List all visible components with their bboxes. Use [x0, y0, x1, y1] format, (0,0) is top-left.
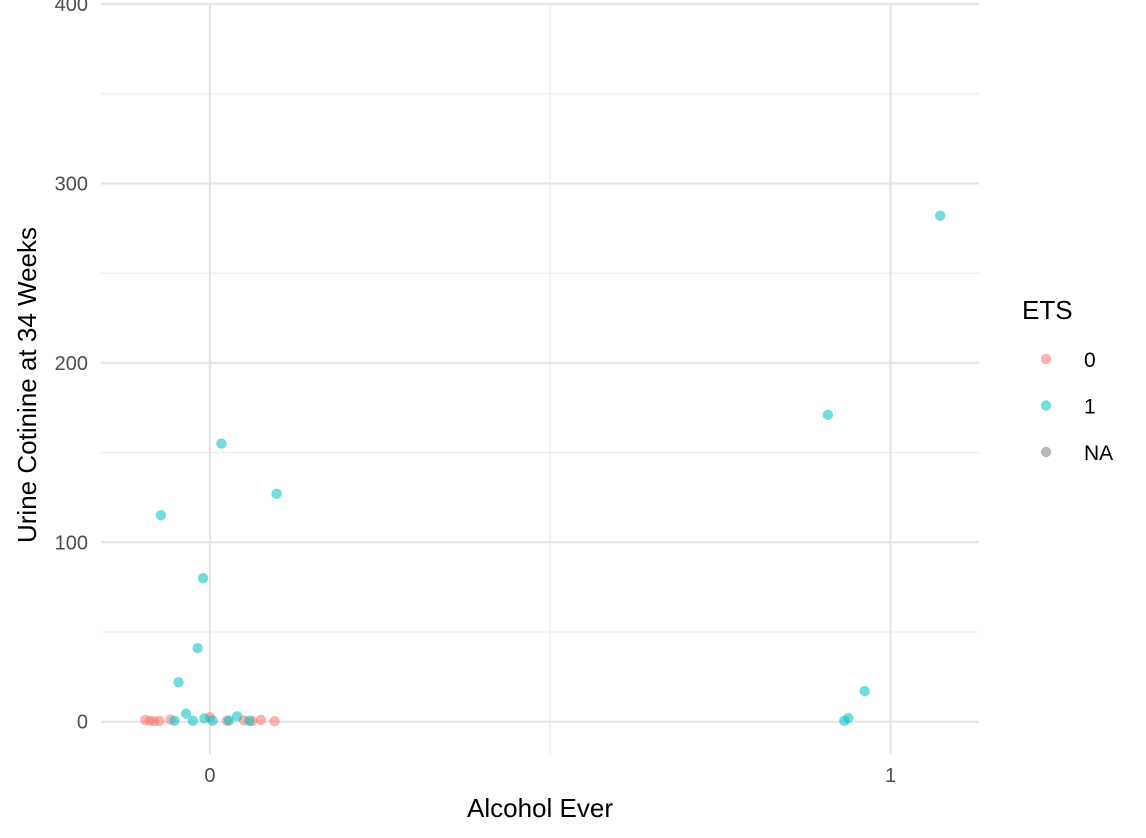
x-tick-label: 1 [885, 765, 896, 787]
data-point-ets-1 [187, 715, 199, 727]
legend-key [1040, 446, 1052, 458]
legend-label: 0 [1084, 349, 1096, 372]
data-point-ets-1 [192, 642, 203, 654]
data-point-ets-1 [155, 510, 167, 521]
x-axis-title: Alcohol Ever [467, 793, 613, 823]
y-axis-ticks: 0 100 200 300 400 [55, 0, 88, 734]
data-point-ets-1 [843, 712, 854, 724]
data-point-ets-1 [199, 713, 210, 724]
legend-key [1040, 400, 1052, 411]
data-point-ets-1 [216, 438, 227, 449]
data-point-ets-1 [244, 715, 255, 727]
data-point-ets-1 [180, 708, 192, 719]
x-tick-label: 0 [204, 765, 215, 787]
y-tick-label: 0 [77, 712, 88, 734]
legend-key [1040, 353, 1052, 365]
data-point-ets-1 [197, 572, 209, 584]
y-tick-label: 300 [55, 173, 88, 195]
data-point-ets-1 [271, 488, 282, 500]
legend-label: 1 [1084, 396, 1096, 419]
data-point-ets-0 [255, 714, 267, 726]
data-point-ets-0 [269, 715, 280, 727]
data-point-ets-1 [822, 409, 834, 421]
data-point-ets-1 [173, 677, 184, 688]
data-point-ets-1 [859, 686, 870, 697]
y-axis-title: Urine Cotinine at 34 Weeks [12, 227, 42, 543]
data-point-ets-1 [223, 715, 235, 726]
legend-title: ETS [1022, 295, 1073, 325]
grid [101, 2, 979, 754]
data-point-ets-1 [231, 711, 243, 722]
data-point-ets-1 [207, 715, 218, 726]
data-point-ets-1 [169, 715, 180, 727]
data-points [140, 210, 946, 727]
legend-entries: 0 1 NA [1040, 349, 1113, 465]
y-tick-label: 400 [55, 0, 88, 16]
data-point-ets-0 [154, 715, 165, 727]
y-tick-label: 100 [55, 532, 88, 554]
y-tick-label: 200 [55, 353, 88, 375]
data-point-ets-1 [935, 210, 946, 221]
legend: ETS 0 1 NA [1022, 295, 1113, 465]
legend-label: NA [1084, 442, 1113, 465]
